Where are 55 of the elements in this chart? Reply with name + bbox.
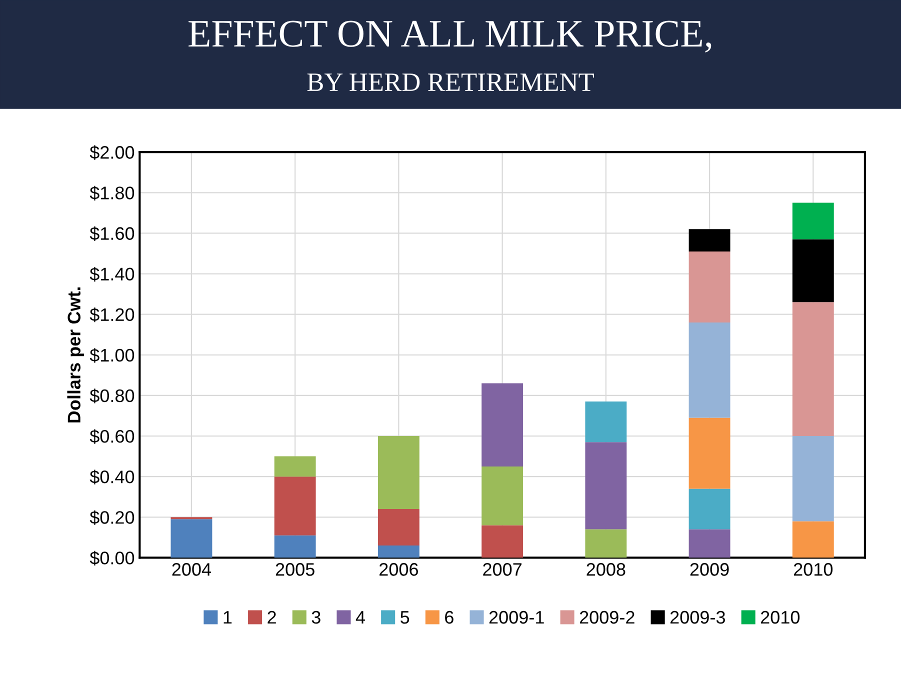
x-tick-label: 2010 [794, 563, 833, 576]
bar [792, 521, 834, 558]
bar [378, 546, 420, 558]
bar [482, 383, 524, 466]
legend-label: 2009-2 [580, 610, 634, 624]
bar [482, 525, 524, 558]
bar [688, 229, 730, 252]
x-tick-label: 2006 [380, 563, 418, 576]
y-tick-label: $1.20 [90, 308, 134, 322]
bar [482, 466, 524, 526]
y-tick-label: $0.40 [90, 470, 134, 484]
y-tick-label: $0.60 [90, 429, 134, 444]
y-axis-title: Dollars per Cwt. [67, 287, 84, 422]
legend-label: 4 [356, 611, 365, 624]
legend-label: 2 [268, 610, 276, 624]
legend-label: 2009-1 [489, 610, 544, 624]
y-tick-label: $0.00 [90, 550, 134, 566]
bar [585, 402, 627, 442]
y-tick-label: $1.80 [90, 186, 134, 200]
legend-label: 5 [400, 611, 410, 624]
bar [792, 302, 834, 436]
bar [792, 436, 834, 522]
bar [688, 418, 730, 489]
bar [585, 529, 627, 558]
bar [585, 442, 627, 530]
y-tick-label: $0.80 [90, 388, 134, 404]
bar [274, 456, 316, 477]
bar [274, 476, 316, 536]
bar [378, 436, 420, 510]
y-tick-label: $1.00 [90, 348, 134, 363]
y-tick-label: $1.60 [90, 226, 134, 242]
y-tick-label: $0.20 [90, 510, 134, 525]
legend-label: 3 [312, 610, 320, 624]
x-tick-label: 2005 [276, 563, 314, 576]
bar [688, 251, 730, 322]
y-tick-label: $1.40 [90, 266, 134, 282]
legend-label: 2009-3 [670, 610, 725, 624]
x-tick-label: 2009 [690, 563, 729, 576]
x-tick-label: 2008 [586, 563, 626, 576]
bar [792, 239, 834, 302]
chart-title: EFFECT ON ALL MILK PRICE, [188, 20, 712, 53]
bar [688, 488, 730, 530]
bar [378, 509, 420, 546]
x-tick-label: 2004 [172, 563, 212, 576]
legend-label: 1 [224, 611, 232, 624]
legend-label: 2010 [760, 610, 800, 624]
bar [688, 529, 730, 558]
y-tick-label: $2.00 [90, 145, 134, 160]
bar [688, 322, 730, 418]
bar [170, 519, 212, 558]
x-tick-label: 2007 [483, 563, 522, 576]
bar [792, 202, 834, 240]
chart-subtitle: BY HERD RETIREMENT [307, 74, 594, 91]
legend-label: 6 [445, 610, 454, 624]
bar [274, 535, 316, 558]
